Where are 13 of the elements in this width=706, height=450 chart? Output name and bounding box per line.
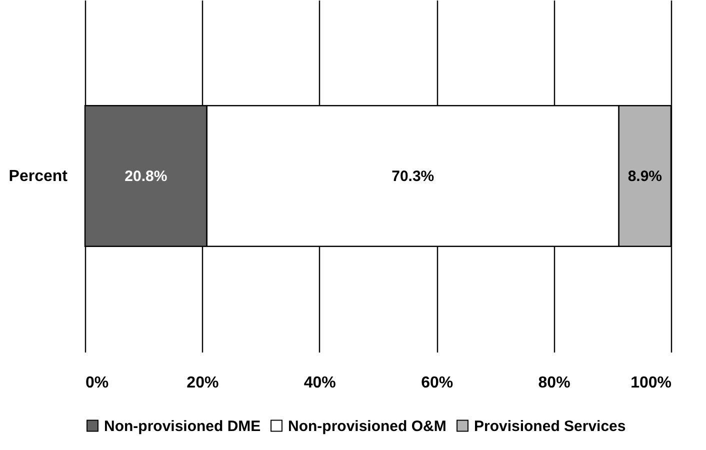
x-tick-label: 100% <box>630 374 672 392</box>
legend-label: Non-provisioned O&M <box>288 418 446 435</box>
x-tick-label: 60% <box>421 374 454 392</box>
data-label: 70.3% <box>392 168 434 185</box>
x-tick-label: 0% <box>86 374 109 392</box>
x-tick-label: 80% <box>538 374 570 392</box>
x-tick-label: 40% <box>304 374 336 392</box>
y-tick-label: Percent <box>8 168 68 185</box>
data-label: 8.9% <box>628 168 662 185</box>
legend-label: Non-provisioned DME <box>104 418 261 435</box>
legend-label: Provisioned Services <box>474 418 626 435</box>
x-tick-label: 20% <box>186 374 219 392</box>
data-label: 20.8% <box>124 168 168 185</box>
